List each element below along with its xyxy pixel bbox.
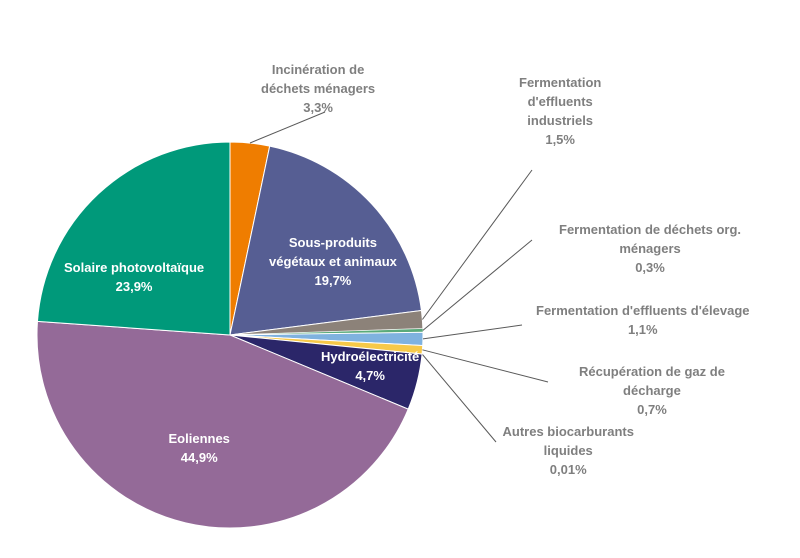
slice-label-3: Fermentation de déchets org. ménagers 0,3% — [559, 220, 741, 277]
slice-label-text: Fermentation — [519, 75, 602, 90]
leader-line-5 — [422, 349, 549, 383]
slice-label-8: Eoliennes 44,9% — [169, 429, 230, 467]
slice-label-text: Récupération de gaz de — [579, 364, 725, 379]
slice-value: 19,7% — [314, 273, 352, 288]
slice-label-2: Fermentation d'effluents industriels 1,5% — [519, 73, 601, 149]
leader-line-0 — [249, 111, 326, 144]
slice-value: 23,9% — [115, 279, 153, 294]
slice-label-text: Autres biocarburants — [502, 424, 634, 439]
pie-slice-1 — [229, 145, 422, 336]
slice-label-text: Hydroélectricité — [321, 349, 420, 364]
slice-label-text: ménagers — [619, 241, 681, 256]
slice-label-5: Récupération de gaz de décharge 0,7% — [579, 362, 725, 419]
leader-line-6 — [421, 353, 497, 443]
slice-label-text: Solaire photovoltaïque — [64, 260, 205, 275]
pie-slice-8 — [36, 320, 409, 529]
slice-value: 0,01% — [549, 462, 587, 477]
slice-label-text: décharge — [623, 383, 681, 398]
leader-line-2 — [421, 169, 533, 320]
slice-value: 4,7% — [355, 368, 385, 383]
slice-label-7: Hydroélectricité 4,7% — [321, 347, 419, 385]
slice-label-text: d'effluents — [527, 94, 593, 109]
slice-label-text: déchets ménagers — [261, 81, 376, 96]
slice-value: 0,3% — [635, 260, 665, 275]
slice-label-text: industriels — [527, 113, 594, 128]
slice-label-text: liquides — [543, 443, 593, 458]
slice-value: 3,3% — [303, 100, 333, 115]
slice-label-4: Fermentation d'effluents d'élevage 1,1% — [536, 301, 750, 339]
slice-label-6: Autres biocarburants liquides 0,01% — [503, 422, 634, 479]
slice-label-text: Eoliennes — [168, 431, 230, 446]
slice-label-text: Incinération de — [271, 62, 365, 77]
leader-line-3 — [422, 239, 533, 331]
slice-label-0: Incinération de déchets ménagers 3,3% — [261, 60, 375, 117]
slice-label-text: Sous-produits — [288, 235, 377, 250]
slice-value: 1,1% — [627, 322, 658, 337]
pie-slice-9 — [36, 141, 231, 336]
slice-label-text: Fermentation d'effluents d'élevage — [536, 303, 750, 318]
slice-value: 1,5% — [545, 132, 575, 147]
slice-label-text: végétaux et animaux — [269, 254, 397, 269]
slice-value: 0,7% — [637, 402, 667, 417]
slice-value: 44,9% — [180, 450, 218, 465]
leader-line-4 — [422, 324, 523, 340]
slice-label-text: Fermentation de déchets org. — [559, 222, 742, 237]
slice-label-9: Solaire photovoltaïque 23,9% — [64, 258, 204, 296]
slice-label-1: Sous-produits végétaux et animaux 19,7% — [269, 233, 397, 290]
